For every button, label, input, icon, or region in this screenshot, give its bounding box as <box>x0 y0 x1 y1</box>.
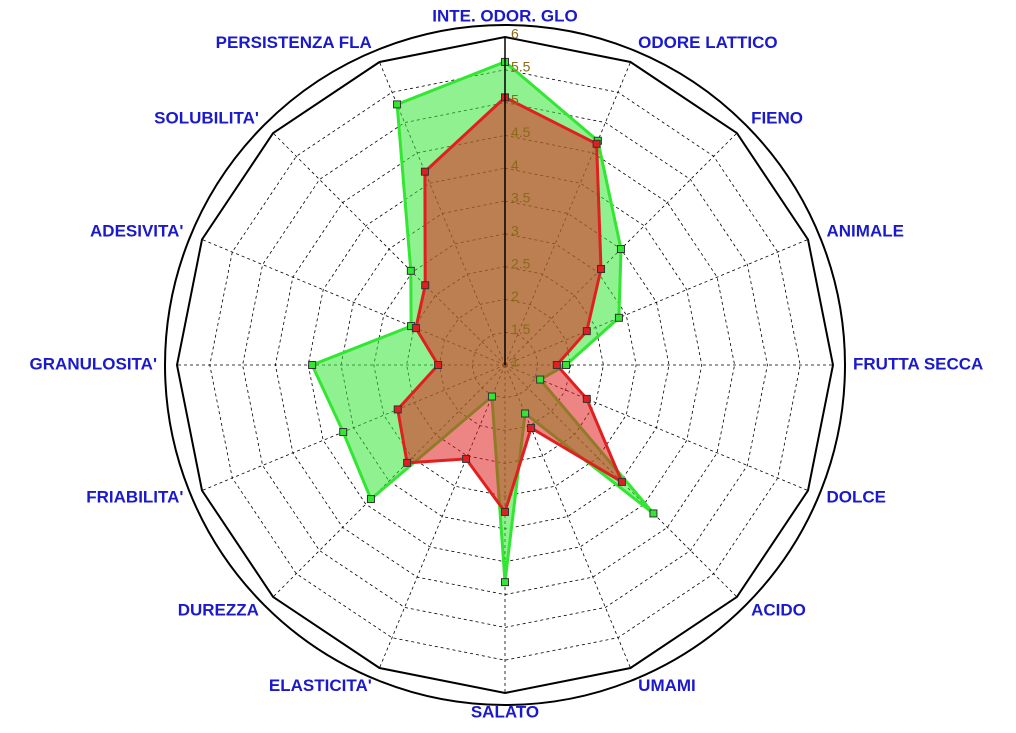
category-label: ODORE LATTICO <box>638 33 777 52</box>
tick-label: 6 <box>511 26 519 42</box>
data-point <box>420 167 429 176</box>
grid-ring <box>209 69 801 661</box>
data-point <box>552 361 561 369</box>
category-label: GRANULOSITA' <box>30 354 157 373</box>
tick-label: 1.5 <box>511 321 531 337</box>
data-point <box>308 361 317 369</box>
tick-label: 4 <box>511 157 519 173</box>
category-label: FIENO <box>751 108 803 127</box>
data-point <box>339 428 348 437</box>
data-point <box>562 361 571 369</box>
outer-circle <box>164 24 846 706</box>
category-label: FRIABILITA' <box>86 488 183 507</box>
data-point <box>501 578 509 587</box>
data-point <box>393 405 402 414</box>
data-point <box>597 264 606 273</box>
data-point <box>411 324 420 333</box>
data-point <box>582 394 591 403</box>
data-point <box>617 477 626 486</box>
tick-label: 3 <box>511 223 519 239</box>
data-point <box>421 281 430 290</box>
tick-label: 4.5 <box>511 124 531 140</box>
data-point <box>614 313 623 322</box>
category-label: FRUTTA SECCA <box>853 354 983 373</box>
category-label: SALATO <box>471 702 539 721</box>
category-label: ADESIVITA' <box>90 221 183 240</box>
category-label: INTE. ODOR. GLO <box>432 6 577 25</box>
data-point <box>616 245 625 254</box>
data-point <box>406 266 415 275</box>
category-label: ANIMALE <box>827 221 904 240</box>
tick-label: 1 <box>511 354 519 370</box>
data-point <box>592 139 601 148</box>
data-point <box>582 327 591 336</box>
data-point <box>501 507 509 516</box>
data-point <box>487 392 496 401</box>
data-point <box>403 458 412 467</box>
grid-ring <box>176 36 834 694</box>
category-label: DUREZZA <box>178 601 259 620</box>
category-label: SOLUBILITA' <box>154 108 259 127</box>
category-label: UMAMI <box>638 676 696 695</box>
data-point <box>462 454 471 463</box>
tick-label: 2 <box>511 288 519 304</box>
tick-label: 5 <box>511 91 519 107</box>
data-point <box>393 100 402 109</box>
tick-label: 3.5 <box>511 190 531 206</box>
category-label: ELASTICITA' <box>269 676 372 695</box>
data-point <box>521 409 530 418</box>
data-point <box>536 375 545 384</box>
grid-ring <box>242 102 768 628</box>
data-point <box>366 495 375 504</box>
data-point <box>527 424 536 433</box>
data-point <box>434 361 443 369</box>
tick-label: 5.5 <box>511 59 531 75</box>
category-label: PERSISTENZA FLA <box>216 33 372 52</box>
category-label: DOLCE <box>827 488 887 507</box>
category-label: ACIDO <box>751 601 806 620</box>
data-point <box>649 509 658 518</box>
tick-label: 2.5 <box>511 255 531 271</box>
